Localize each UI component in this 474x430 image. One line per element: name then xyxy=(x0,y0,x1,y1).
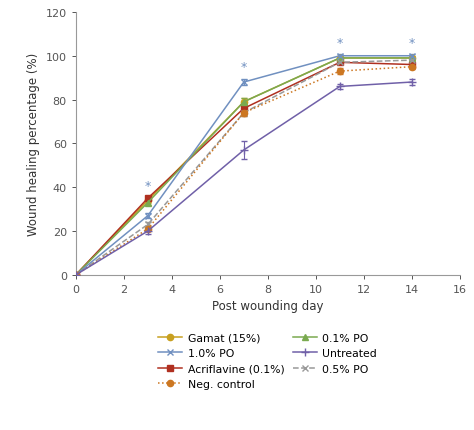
Legend: Gamat (15%), 1.0% PO, Acriflavine (0.1%), Neg. control, 0.1% PO, Untreated, 0.5%: Gamat (15%), 1.0% PO, Acriflavine (0.1%)… xyxy=(158,333,377,389)
Y-axis label: Wound healing percentage (%): Wound healing percentage (%) xyxy=(27,52,40,236)
X-axis label: Post wounding day: Post wounding day xyxy=(212,300,324,313)
Text: *: * xyxy=(409,37,415,50)
Text: *: * xyxy=(145,179,151,192)
Text: *: * xyxy=(337,37,343,50)
Text: *: * xyxy=(241,61,247,74)
